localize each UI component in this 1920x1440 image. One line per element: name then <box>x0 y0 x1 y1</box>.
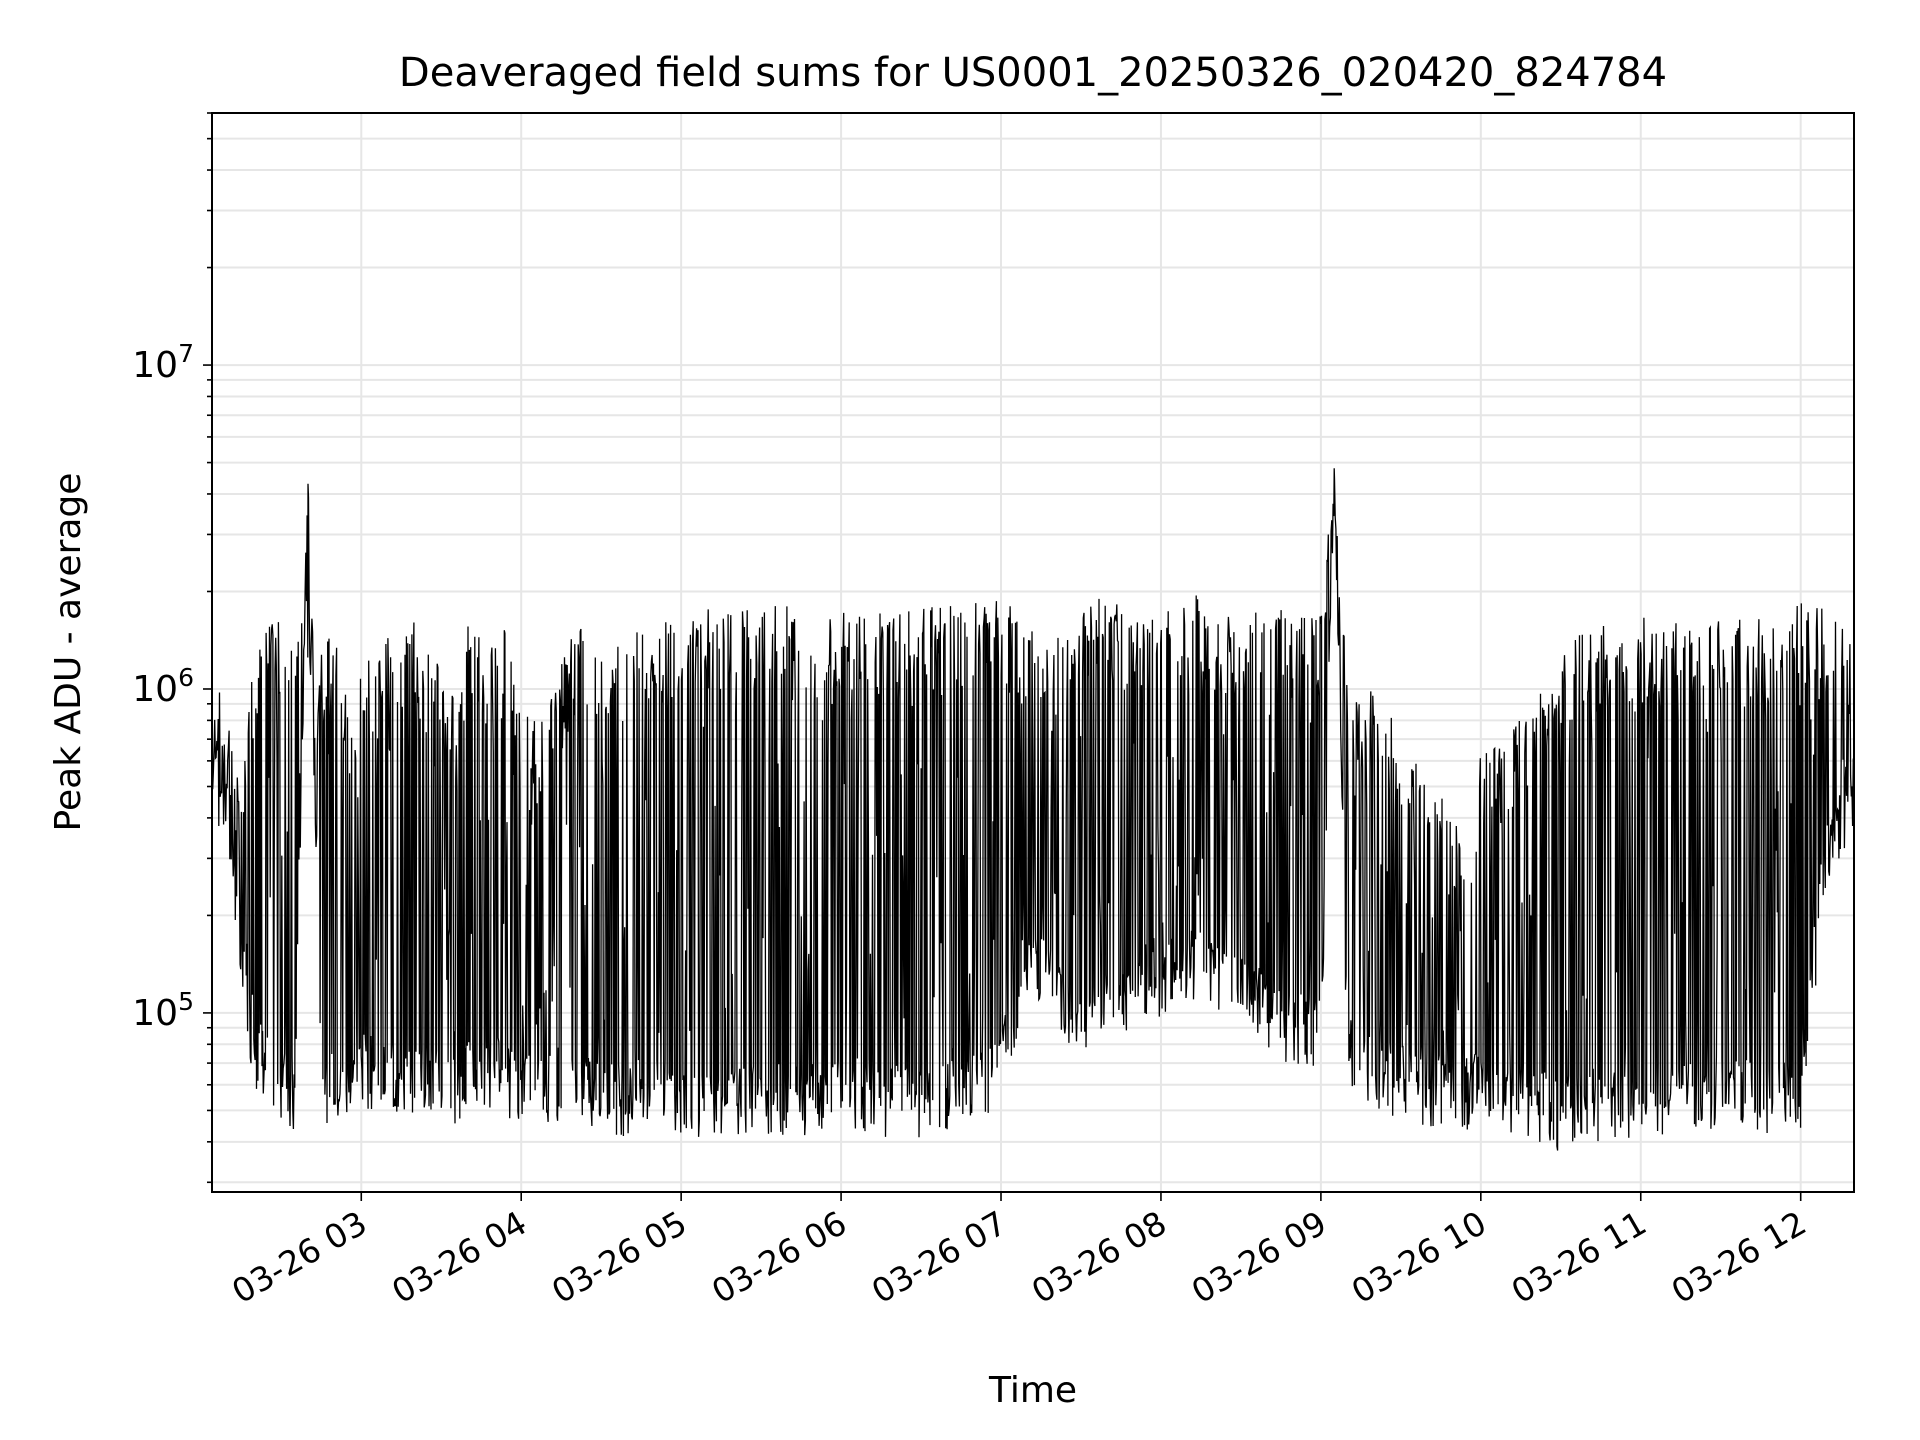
y-axis-label: Peak ADU - average <box>48 473 89 832</box>
y-tick-label: 107 <box>132 339 194 386</box>
data-layer <box>211 468 1855 1151</box>
y-tick-label: 106 <box>132 663 194 710</box>
x-axis-label: Time <box>988 1370 1077 1411</box>
chart-title: Deaveraged field sums for US0001_2025032… <box>399 50 1667 96</box>
y-tick-label: 105 <box>132 987 194 1034</box>
series-line <box>211 468 1855 1151</box>
plot-frame <box>211 112 1855 1193</box>
